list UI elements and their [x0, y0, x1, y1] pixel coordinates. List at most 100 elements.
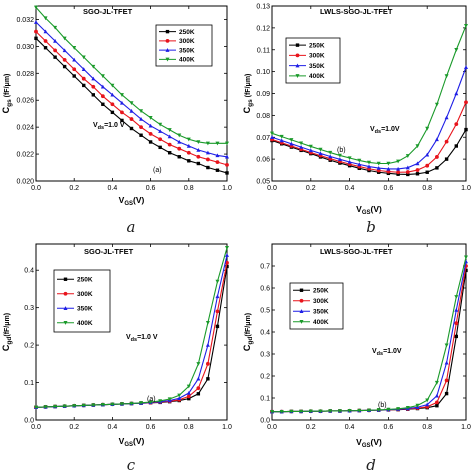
legend: 250K 300K 350K 400K: [285, 37, 341, 84]
data-point: [405, 170, 410, 174]
panel-letter: (a): [153, 167, 162, 174]
legend-marker: [295, 43, 300, 47]
data-point: [376, 161, 381, 166]
legend-entry: 400K: [309, 73, 325, 80]
y-tick-label: 0.3: [24, 305, 34, 312]
data-point: [464, 127, 468, 132]
data-point: [43, 405, 48, 409]
data-point: [186, 390, 191, 395]
legend-marker: [165, 57, 170, 62]
series-300K: [34, 29, 229, 167]
data-point: [444, 378, 449, 383]
y-tick-label: 0.4: [260, 330, 270, 337]
data-point: [186, 143, 191, 148]
data-point: [129, 401, 134, 406]
data-point: [454, 295, 459, 299]
data-point: [464, 65, 468, 69]
data-point: [444, 360, 449, 365]
data-point: [347, 156, 352, 161]
series-line: [272, 257, 467, 413]
series-350K: [270, 259, 468, 414]
data-point: [62, 404, 67, 409]
y-tick-label: 0.022: [16, 152, 34, 159]
data-point: [120, 110, 124, 115]
y-tick-label: 0.020: [16, 179, 34, 186]
y-tick-label: 0.0: [260, 418, 270, 425]
data-point: [91, 76, 96, 81]
x-tick-label: 0.6: [146, 185, 156, 192]
legend-entry: 350K: [313, 309, 329, 316]
x-tick-label: 0.0: [31, 185, 41, 192]
data-point: [434, 393, 439, 398]
legend-entry: 250K: [77, 277, 93, 284]
x-tick-label: 1.0: [461, 185, 471, 192]
data-point: [308, 148, 313, 153]
vds-annotation: Vds=1.0 V: [126, 334, 158, 343]
data-point: [434, 102, 439, 107]
data-point: [148, 400, 153, 405]
data-point: [425, 398, 430, 403]
data-point: [53, 404, 58, 409]
y-axis-label: Cgd(fF/μm): [1, 313, 13, 351]
series-400K: [270, 255, 468, 414]
data-point: [43, 39, 48, 43]
y-tick-label: 0.05: [256, 179, 270, 186]
chart-title: LWLS-SGO-JL-TFET: [320, 7, 393, 16]
data-point: [177, 146, 182, 151]
data-point: [415, 144, 420, 149]
y-tick-label: 0.13: [256, 4, 270, 11]
data-point: [289, 409, 294, 414]
data-point: [100, 84, 105, 89]
legend-box: [53, 269, 111, 333]
chart-panel-c: 0.0 0.2 0.4 0.6 0.8 1.0 0.0 0.1 0.2 0.3 0.4 250K 300…: [1, 243, 232, 474]
data-point: [299, 141, 304, 146]
x-tick-label: 1.0: [222, 185, 232, 192]
data-point: [34, 29, 38, 34]
x-axis-label: VGS(V): [356, 437, 382, 449]
x-tick-label: 0.8: [184, 424, 194, 431]
panel-caption: c: [127, 456, 136, 474]
data-point: [215, 279, 220, 284]
data-point: [225, 260, 229, 265]
legend-entry: 300K: [179, 38, 195, 45]
legend-entry: 350K: [179, 47, 195, 54]
data-point: [196, 392, 201, 396]
y-tick-label: 0.11: [257, 47, 270, 54]
data-point: [415, 403, 420, 408]
data-point: [425, 170, 429, 174]
data-point: [405, 405, 410, 410]
data-point: [129, 117, 134, 121]
x-tick-label: 0.2: [306, 185, 316, 192]
data-point: [196, 376, 201, 381]
x-tick-label: 0.0: [267, 185, 277, 192]
data-point: [270, 131, 274, 136]
data-point: [196, 161, 201, 166]
legend-entry: 400K: [313, 319, 329, 326]
x-tick-label: 0.2: [69, 185, 79, 192]
data-point: [270, 409, 274, 414]
data-point: [406, 172, 410, 177]
data-point: [110, 110, 115, 115]
data-point: [225, 162, 229, 167]
data-point: [100, 94, 105, 99]
data-point: [167, 128, 172, 132]
data-point: [318, 151, 323, 156]
x-axis-label: VGS(V): [356, 204, 382, 216]
legend-entry: 300K: [309, 53, 325, 60]
data-point: [454, 334, 458, 339]
data-point: [196, 386, 201, 391]
data-point: [129, 101, 134, 106]
data-point: [72, 74, 76, 78]
vds-annotation: Vds=1.0 V: [93, 122, 125, 131]
y-tick-label: 0.5: [260, 308, 270, 315]
x-tick-label: 0.2: [306, 424, 316, 431]
data-point: [158, 122, 163, 127]
data-point: [110, 92, 115, 97]
y-tick-label: 0.1: [260, 396, 270, 403]
legend-marker: [165, 38, 170, 43]
data-point: [81, 76, 86, 81]
legend-entry: 300K: [313, 298, 329, 305]
data-point: [205, 320, 210, 325]
data-point: [396, 172, 400, 176]
